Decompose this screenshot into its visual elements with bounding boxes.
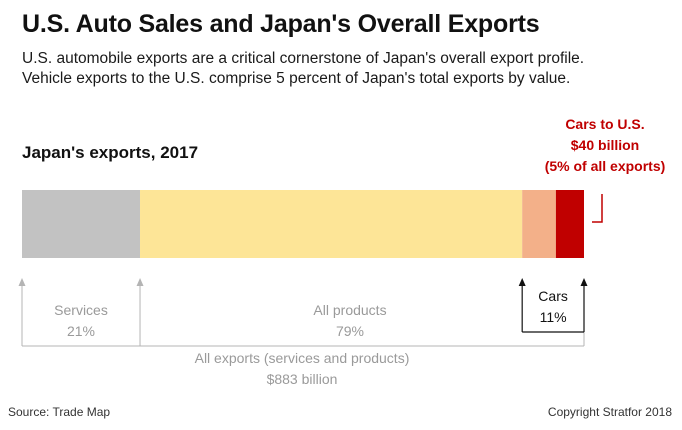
callout-title: Cars to U.S. <box>565 116 644 132</box>
services-arrow-right <box>136 278 144 286</box>
services-share-label: 21% <box>67 323 95 339</box>
copyright-note: Copyright Stratfor 2018 <box>547 405 672 419</box>
subtitle-line-2: Vehicle exports to the U.S. comprise 5 p… <box>22 70 571 87</box>
stacked-bar-chart: Japan's exports, 2017 Services 21% All prod… <box>18 116 666 387</box>
chart-heading: Japan's exports, 2017 <box>22 143 198 162</box>
callout-leader-line <box>592 194 603 223</box>
subtitle-line-1: U.S. automobile exports are a critical c… <box>22 50 585 67</box>
bar-segment-3 <box>522 190 556 258</box>
cars-label: Cars <box>538 288 568 304</box>
chart-title: U.S. Auto Sales and Japan's Overall Expo… <box>22 10 540 38</box>
source-note: Source: Trade Map <box>8 405 111 419</box>
total-label: All exports (services and products) <box>195 350 410 366</box>
services-arrow-left <box>18 278 26 286</box>
cars-arrow-right <box>580 278 588 286</box>
products-label: All products <box>313 302 386 318</box>
bar-segment-2 <box>140 190 523 258</box>
services-label: Services <box>54 302 108 318</box>
callout-share: (5% of all exports) <box>545 158 666 174</box>
cars-share-label: 11% <box>540 309 567 325</box>
chart-subtitle: U.S. automobile exports are a critical c… <box>22 49 584 89</box>
bar-segment-4 <box>555 190 584 258</box>
total-value-label: $883 billion <box>267 371 338 387</box>
callout-value: $40 billion <box>571 137 639 153</box>
bar-segment-1 <box>22 190 141 258</box>
products-share-label: 79% <box>336 323 364 339</box>
cars-arrow-left <box>518 278 526 286</box>
